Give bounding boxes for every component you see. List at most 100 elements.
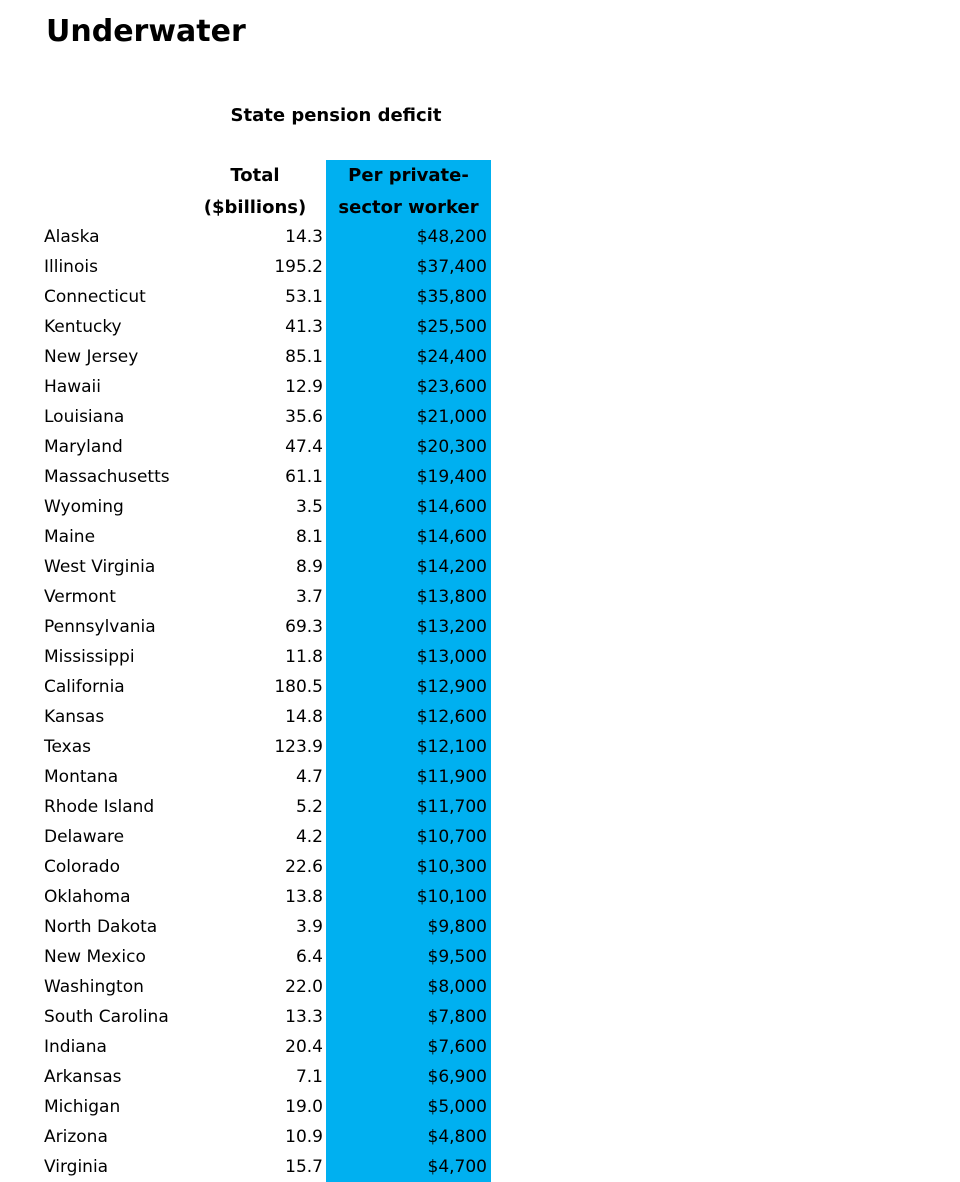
total-deficit-cell: 85.1 [285, 347, 323, 367]
table-row: Massachusetts 61.1 $19,400 [0, 462, 960, 492]
per-worker-deficit-cell: $25,500 [416, 317, 487, 337]
state-name-cell: New Mexico [44, 947, 146, 967]
table-row: Hawaii 12.9 $23,600 [0, 372, 960, 402]
table-row: Illinois 195.2 $37,400 [0, 252, 960, 282]
per-worker-deficit-cell: $4,800 [427, 1127, 487, 1147]
total-deficit-cell: 11.8 [285, 647, 323, 667]
state-name-cell: Illinois [44, 257, 98, 277]
total-deficit-cell: 8.1 [295, 527, 323, 547]
total-deficit-cell: 35.6 [285, 407, 323, 427]
total-deficit-cell: 10.9 [285, 1127, 323, 1147]
table-row: New Jersey 85.1 $24,400 [0, 342, 960, 372]
total-deficit-cell: 13.3 [285, 1007, 323, 1027]
table-row: Maryland 47.4 $20,300 [0, 432, 960, 462]
table-row: Wyoming 3.5 $14,600 [0, 492, 960, 522]
table-subtitle: State pension deficit [230, 105, 442, 126]
per-worker-deficit-cell: $14,600 [416, 527, 487, 547]
state-name-cell: Indiana [44, 1037, 107, 1057]
per-worker-deficit-cell: $4,700 [427, 1157, 487, 1177]
per-worker-deficit-cell: $7,800 [427, 1007, 487, 1027]
total-deficit-cell: 180.5 [274, 677, 323, 697]
table-row: Alaska 14.3 $48,200 [0, 222, 960, 252]
per-worker-deficit-cell: $23,600 [416, 377, 487, 397]
table-row: Indiana 20.4 $7,600 [0, 1032, 960, 1062]
state-name-cell: Connecticut [44, 287, 146, 307]
table-row: Maine 8.1 $14,600 [0, 522, 960, 552]
table-row: California 180.5 $12,900 [0, 672, 960, 702]
per-worker-column-header-line1: Per private- [348, 165, 469, 186]
state-name-cell: Virginia [44, 1157, 109, 1177]
total-deficit-cell: 123.9 [274, 737, 323, 757]
state-name-cell: Pennsylvania [44, 617, 156, 637]
state-name-cell: Maryland [44, 437, 123, 457]
per-worker-deficit-cell: $10,700 [416, 827, 487, 847]
per-worker-deficit-cell: $35,800 [416, 287, 487, 307]
per-worker-deficit-cell: $11,900 [416, 767, 487, 787]
pension-table-body: Alaska 14.3 $48,200 Illinois 195.2 $37,400 Con… [0, 222, 960, 1182]
table-row: Virginia 15.7 $4,700 [0, 1152, 960, 1182]
table-row: Rhode Island 5.2 $11,700 [0, 792, 960, 822]
per-worker-deficit-cell: $20,300 [416, 437, 487, 457]
per-worker-deficit-cell: $12,600 [416, 707, 487, 727]
total-deficit-cell: 5.2 [295, 797, 323, 817]
per-worker-deficit-cell: $14,600 [416, 497, 487, 517]
total-deficit-cell: 4.2 [295, 827, 323, 847]
state-name-cell: South Carolina [44, 1007, 169, 1027]
table-row: Delaware 4.2 $10,700 [0, 822, 960, 852]
total-deficit-cell: 3.5 [295, 497, 323, 517]
per-worker-column-highlight [326, 160, 491, 1182]
total-deficit-cell: 69.3 [285, 617, 323, 637]
total-deficit-cell: 15.7 [285, 1157, 323, 1177]
table-row: Montana 4.7 $11,900 [0, 762, 960, 792]
state-name-cell: Rhode Island [44, 797, 155, 817]
total-deficit-cell: 22.0 [285, 977, 323, 997]
state-name-cell: Oklahoma [44, 887, 131, 907]
total-deficit-cell: 195.2 [274, 257, 323, 277]
table-row: Mississippi 11.8 $13,000 [0, 642, 960, 672]
per-worker-deficit-cell: $8,000 [427, 977, 487, 997]
total-deficit-cell: 14.8 [285, 707, 323, 727]
per-worker-deficit-cell: $24,400 [416, 347, 487, 367]
total-deficit-cell: 19.0 [285, 1097, 323, 1117]
per-worker-deficit-cell: $37,400 [416, 257, 487, 277]
table-row: Washington 22.0 $8,000 [0, 972, 960, 1002]
per-worker-deficit-cell: $5,000 [427, 1097, 487, 1117]
per-worker-column-header-line2: sector worker [338, 197, 479, 218]
total-deficit-cell: 4.7 [295, 767, 323, 787]
state-name-cell: Delaware [44, 827, 125, 847]
table-row: Texas 123.9 $12,100 [0, 732, 960, 762]
total-column-header-line1: Total [230, 165, 280, 186]
total-deficit-cell: 14.3 [285, 227, 323, 247]
per-worker-deficit-cell: $13,800 [416, 587, 487, 607]
table-row: Kansas 14.8 $12,600 [0, 702, 960, 732]
state-name-cell: Colorado [44, 857, 120, 877]
per-worker-deficit-cell: $12,900 [416, 677, 487, 697]
per-worker-deficit-cell: $13,000 [416, 647, 487, 667]
state-name-cell: Washington [44, 977, 144, 997]
state-name-cell: Vermont [44, 587, 116, 607]
total-deficit-cell: 22.6 [285, 857, 323, 877]
state-name-cell: Massachusetts [44, 467, 170, 487]
table-row: West Virginia 8.9 $14,200 [0, 552, 960, 582]
state-name-cell: Michigan [44, 1097, 121, 1117]
per-worker-deficit-cell: $11,700 [416, 797, 487, 817]
state-name-cell: Wyoming [44, 497, 124, 517]
table-row: Colorado 22.6 $10,300 [0, 852, 960, 882]
state-name-cell: Alaska [44, 227, 100, 247]
state-name-cell: Arkansas [44, 1067, 122, 1087]
state-name-cell: California [44, 677, 125, 697]
state-name-cell: Arizona [44, 1127, 108, 1147]
per-worker-deficit-cell: $10,300 [416, 857, 487, 877]
per-worker-deficit-cell: $9,800 [427, 917, 487, 937]
state-name-cell: North Dakota [44, 917, 158, 937]
total-deficit-cell: 7.1 [295, 1067, 323, 1087]
total-deficit-cell: 53.1 [285, 287, 323, 307]
state-name-cell: Montana [44, 767, 119, 787]
total-deficit-cell: 6.4 [295, 947, 323, 967]
table-row: New Mexico 6.4 $9,500 [0, 942, 960, 972]
table-row: Connecticut 53.1 $35,800 [0, 282, 960, 312]
state-name-cell: Hawaii [44, 377, 101, 397]
table-row: Arkansas 7.1 $6,900 [0, 1062, 960, 1092]
state-name-cell: Maine [44, 527, 96, 547]
table-row: Arizona 10.9 $4,800 [0, 1122, 960, 1152]
